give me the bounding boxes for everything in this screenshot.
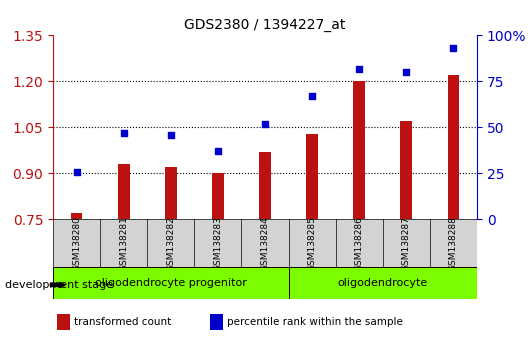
Bar bbox=[354, 81, 365, 354]
Text: GSM138285: GSM138285 bbox=[307, 216, 316, 271]
Text: development stage: development stage bbox=[5, 280, 113, 290]
Bar bbox=[401, 121, 412, 354]
Bar bbox=[210, 314, 223, 330]
Point bbox=[261, 121, 269, 127]
Point bbox=[355, 66, 364, 72]
Point bbox=[214, 149, 222, 154]
Bar bbox=[57, 314, 70, 330]
Point bbox=[308, 93, 316, 99]
Bar bbox=[288, 267, 477, 299]
Point bbox=[72, 169, 81, 175]
Text: oligodendrocyte: oligodendrocyte bbox=[338, 278, 428, 288]
Point bbox=[119, 130, 128, 136]
Text: oligodendrocyte progenitor: oligodendrocyte progenitor bbox=[95, 278, 247, 288]
Title: GDS2380 / 1394227_at: GDS2380 / 1394227_at bbox=[184, 18, 346, 32]
Text: GSM138288: GSM138288 bbox=[449, 216, 458, 271]
Bar bbox=[165, 167, 176, 354]
Point bbox=[402, 69, 411, 75]
Bar bbox=[447, 75, 460, 354]
Text: GSM138286: GSM138286 bbox=[355, 216, 364, 271]
Text: percentile rank within the sample: percentile rank within the sample bbox=[227, 317, 403, 327]
Text: GSM138284: GSM138284 bbox=[261, 216, 269, 271]
Bar bbox=[53, 267, 288, 299]
Text: GSM138283: GSM138283 bbox=[214, 216, 223, 271]
Text: transformed count: transformed count bbox=[74, 317, 171, 327]
Bar bbox=[70, 213, 83, 354]
Bar bbox=[259, 152, 271, 354]
Text: GSM138282: GSM138282 bbox=[166, 216, 175, 271]
Point bbox=[166, 132, 175, 138]
Bar bbox=[306, 133, 318, 354]
Text: GSM138281: GSM138281 bbox=[119, 216, 128, 271]
Text: GSM138280: GSM138280 bbox=[72, 216, 81, 271]
Text: GSM138287: GSM138287 bbox=[402, 216, 411, 271]
Point bbox=[449, 45, 458, 51]
Bar bbox=[118, 164, 129, 354]
Bar bbox=[212, 173, 224, 354]
